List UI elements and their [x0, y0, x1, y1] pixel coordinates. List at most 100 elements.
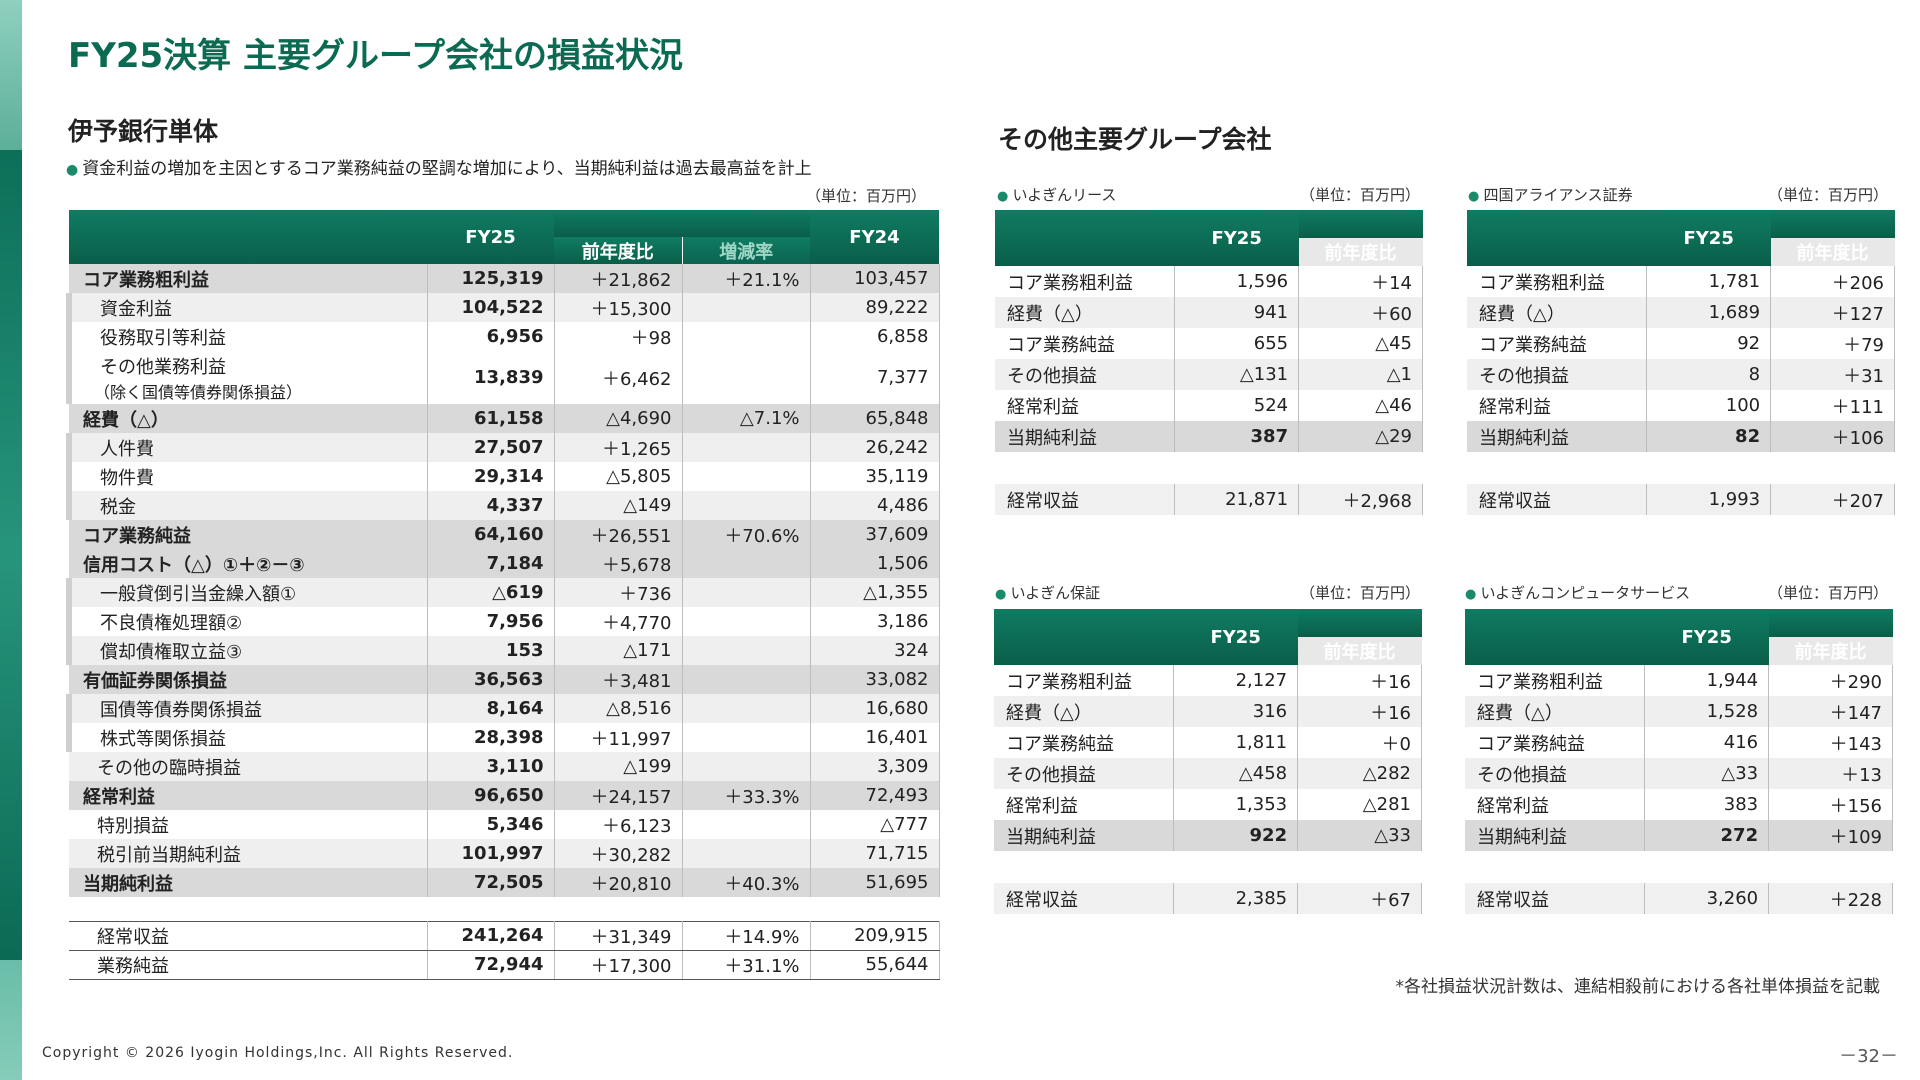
cell-fy25: 3,260: [1644, 883, 1770, 914]
cell-fy24: 71,715: [810, 839, 940, 868]
row-label: 株式等関係損益: [66, 723, 428, 752]
table-row: 国債等債券関係損益 8,164 △8,516 16,680: [66, 694, 940, 723]
row-label: コア業務粗利益: [995, 266, 1176, 297]
table-row: 経常利益 100 ＋111: [1467, 390, 1895, 421]
cell-fy25: 3,110: [427, 752, 555, 781]
cell-fy24: 72,493: [810, 781, 940, 810]
row-label: 資金利益: [66, 293, 428, 322]
table-row: コア業務純益 1,811 ＋0: [994, 727, 1422, 758]
table-row: 株式等関係損益 28,398 ＋11,997 16,401: [66, 723, 940, 752]
cell-yoy: ＋2,968: [1298, 484, 1423, 515]
table-row: 有価証券関係損益 36,563 ＋3,481 33,082: [69, 665, 940, 694]
cell-fy24: 55,644: [810, 949, 940, 980]
row-label: 経常利益: [1467, 390, 1648, 421]
cell-fy25: 272: [1644, 820, 1770, 851]
row-label: その他損益: [994, 758, 1175, 789]
cell-yoy: ＋16: [1297, 696, 1422, 727]
table-row: コア業務粗利益 2,127 ＋16: [994, 665, 1422, 696]
header-blank: [69, 210, 427, 264]
unit-guarantee: （単位：百万円）: [1300, 584, 1421, 602]
table-row: その他の臨時損益 3,110 △199 3,309: [69, 752, 940, 781]
header-fy25: FY25: [1174, 210, 1299, 266]
row-label: コア業務純益: [994, 727, 1175, 758]
cell-fy25: 387: [1174, 421, 1300, 452]
header-yoy: 前年度比: [1770, 238, 1895, 266]
cell-fy25: 383: [1644, 789, 1770, 820]
bank-heading: 伊予銀行単体: [68, 117, 219, 146]
table-row: 経常収益 241,264 ＋31,349 ＋14.9% 209,915: [69, 920, 940, 951]
table-row: コア業務粗利益 1,596 ＋14: [995, 266, 1423, 297]
table-row: 業務純益 72,944 ＋17,300 ＋31.1% 55,644: [69, 949, 940, 980]
table-row: 経常収益 1,993 ＋207: [1467, 484, 1895, 515]
table-row: 人件費 27,507 ＋1,265 26,242: [66, 433, 940, 462]
cell-fy25: 1,781: [1646, 266, 1772, 297]
row-label: 信用コスト（△）①＋②－③: [69, 549, 428, 578]
cell-rate: [682, 723, 811, 752]
cell-rate: [682, 694, 811, 723]
cell-rate: [682, 322, 811, 351]
header-blank: [1465, 609, 1645, 665]
cell-fy24: 16,680: [810, 694, 940, 723]
cell-rate: △7.1%: [682, 404, 811, 433]
cell-yoy: ＋143: [1768, 727, 1893, 758]
table-row: 経費（△） 1,689 ＋127: [1467, 297, 1895, 328]
row-label: コア業務粗利益: [69, 264, 428, 293]
cell-fy25: 64,160: [427, 520, 555, 549]
cell-fy24: 89,222: [810, 293, 940, 322]
cell-fy25: 21,871: [1174, 484, 1300, 515]
cell-fy24: 1,506: [810, 549, 940, 578]
cell-rate: [682, 433, 811, 462]
cell-fy24: 51,695: [810, 868, 940, 897]
table-row: 償却債権取立益③ 153 △171 324: [66, 636, 940, 665]
table-row: 信用コスト（△）①＋②－③ 7,184 ＋5,678 1,506: [69, 549, 940, 578]
row-label: 経常利益: [69, 781, 428, 810]
cell-fy25: 92: [1646, 328, 1772, 359]
bank-bullet: ● 資金利益の増加を主因とするコア業務純益の堅調な増加により、当期純利益は過去最高…: [66, 154, 812, 179]
table-row: 経常収益 3,260 ＋228: [1465, 883, 1893, 914]
cell-fy25: 1,528: [1644, 696, 1770, 727]
header-yoy-top: [1297, 609, 1422, 637]
row-label: 当期純利益: [69, 868, 428, 897]
header-yoy-group: [554, 210, 810, 237]
guarantee-table: FY25 前年度比 コア業務粗利益 2,127 ＋16 経費（△） 316 ＋16 コア業務純益…: [994, 609, 1422, 914]
cell-fy25: 5,346: [427, 810, 555, 839]
cell-fy25: 28,398: [427, 723, 555, 752]
row-label: 税引前当期純利益: [69, 839, 428, 868]
cell-rate: [682, 549, 811, 578]
table-row: 経費（△） 1,528 ＋147: [1465, 696, 1893, 727]
cell-fy25: 1,993: [1646, 484, 1772, 515]
table-row: 当期純利益 387 △29: [995, 421, 1423, 452]
company-name-leasing: ● いよぎんリース: [997, 186, 1117, 204]
cell-yoy: ＋127: [1770, 297, 1895, 328]
cell-fy25: 82: [1646, 421, 1772, 452]
bank-unit: （単位：百万円）: [806, 187, 927, 205]
cell-yoy: ＋15,300: [554, 293, 683, 322]
row-label: その他損益: [1467, 359, 1648, 390]
cell-yoy: ＋67: [1297, 883, 1422, 914]
cell-yoy: ＋6,123: [554, 810, 683, 839]
table-row: 税金 4,337 △149 4,486: [66, 491, 940, 520]
cell-rate: ＋14.9%: [682, 920, 811, 951]
row-label: 経費（△）: [995, 297, 1176, 328]
header-yoy: 前年度比: [554, 237, 683, 264]
row-label: コア業務純益: [995, 328, 1176, 359]
cell-yoy: ＋736: [554, 578, 683, 607]
row-label: 当期純利益: [994, 820, 1175, 851]
cell-yoy: ＋14: [1298, 266, 1423, 297]
cell-fy25: 8: [1646, 359, 1772, 390]
table-row: 物件費 29,314 △5,805 35,119: [66, 462, 940, 491]
row-label: コア業務粗利益: [1465, 665, 1646, 696]
cell-fy25: 96,650: [427, 781, 555, 810]
company-name-securities: ● 四国アライアンス証券: [1468, 186, 1633, 204]
row-label: 経常利益: [995, 390, 1176, 421]
row-label: コア業務純益: [1467, 328, 1648, 359]
unit-leasing: （単位：百万円）: [1300, 186, 1421, 204]
row-label: 人件費: [66, 433, 428, 462]
leasing-table: FY25 前年度比 コア業務粗利益 1,596 ＋14 経費（△） 941 ＋60 コア業務純益…: [995, 210, 1423, 515]
row-label: 経費（△）: [69, 404, 428, 433]
cell-rate: [682, 607, 811, 636]
bullet-dot-icon: ●: [66, 162, 79, 178]
cell-yoy: ＋207: [1770, 484, 1895, 515]
row-label: 国債等債券関係損益: [66, 694, 428, 723]
cell-rate: [682, 578, 811, 607]
